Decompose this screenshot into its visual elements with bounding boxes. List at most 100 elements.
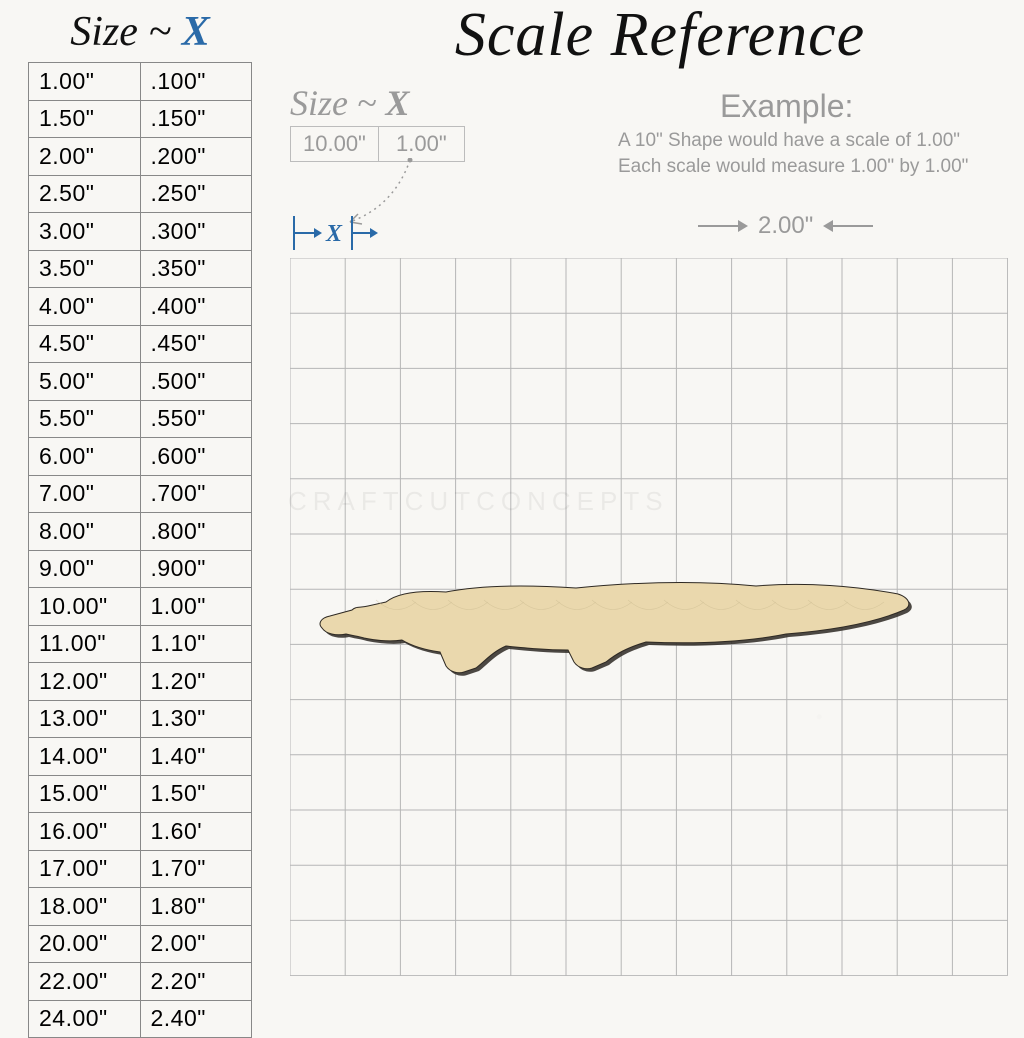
table-cell: 22.00" [29,963,141,1001]
table-cell: 13.00" [29,700,141,738]
table-cell: 1.40" [140,738,252,776]
scale-grid [290,258,1008,976]
table-cell: 5.00" [29,363,141,401]
table-cell: 18.00" [29,888,141,926]
table-cell: 2.20" [140,963,252,1001]
table-cell: 9.00" [29,550,141,588]
table-cell: 2.40" [140,1000,252,1038]
table-row: 2.50".250" [29,175,252,213]
side-header-prefix: Size ~ [70,9,181,55]
table-cell: 14.00" [29,738,141,776]
example-mini-cell: 10.00" [291,127,379,162]
example-text-line: Each scale would measure 1.00" by 1.00" [618,156,968,177]
table-cell: 1.80" [140,888,252,926]
table-cell: 24.00" [29,1000,141,1038]
table-cell: 1.70" [140,850,252,888]
table-row: 20.00"2.00" [29,925,252,963]
table-row: 6.00".600" [29,438,252,476]
table-cell: 5.50" [29,400,141,438]
table-cell: 2.50" [29,175,141,213]
table-row: 5.00".500" [29,363,252,401]
table-cell: 15.00" [29,775,141,813]
table-cell: 1.50" [29,100,141,138]
side-table-header: Size ~ X [28,8,252,56]
example-size-prefix: Size ~ [290,83,385,123]
example-text-line: A 10" Shape would have a scale of 1.00" [618,130,960,151]
table-cell: 16.00" [29,813,141,851]
table-cell: 12.00" [29,663,141,701]
x-dimension-indicator: X [290,212,400,254]
table-cell: .600" [140,438,252,476]
page-root: Size ~ X 1.00".100"1.50".150"2.00".200"2… [0,0,1024,1024]
example-text: A 10" Shape would have a scale of 1.00" … [618,128,968,180]
table-cell: .800" [140,513,252,551]
table-row: 10.00"1.00" [29,588,252,626]
table-cell: 3.50" [29,250,141,288]
x-indicator-label: X [325,221,343,247]
table-cell: .700" [140,475,252,513]
table-row: 22.00"2.20" [29,963,252,1001]
table-cell: .900" [140,550,252,588]
table-row: 7.00".700" [29,475,252,513]
table-row: 15.00"1.50" [29,775,252,813]
example-size-x: X [385,83,409,123]
table-cell: .150" [140,100,252,138]
example-mini-table: 10.00" 1.00" [290,126,465,162]
table-cell: 20.00" [29,925,141,963]
table-cell: 7.00" [29,475,141,513]
table-row: 24.00"2.40" [29,1000,252,1038]
table-cell: 1.60' [140,813,252,851]
example-block: Size ~ X 10.00" 1.00" Example: A 10" Sha… [290,82,1010,162]
table-row: 5.50".550" [29,400,252,438]
table-cell: .300" [140,213,252,251]
table-row: 14.00"1.40" [29,738,252,776]
table-cell: 1.00" [140,588,252,626]
table-cell: 1.10" [140,625,252,663]
example-mini-cell: 1.00" [378,127,464,162]
table-cell: 1.50" [140,775,252,813]
table-row: 11.00"1.10" [29,625,252,663]
table-cell: .200" [140,138,252,176]
scale-indicator-label: 2.00" [758,212,813,240]
table-cell: .250" [140,175,252,213]
table-cell: 4.00" [29,288,141,326]
size-table: 1.00".100"1.50".150"2.00".200"2.50".250"… [28,62,252,1038]
table-row: 2.00".200" [29,138,252,176]
table-cell: 2.00" [29,138,141,176]
table-cell: 10.00" [29,588,141,626]
table-row: 1.00".100" [29,63,252,101]
table-row: 16.00"1.60' [29,813,252,851]
table-cell: 1.30" [140,700,252,738]
table-row: 3.50".350" [29,250,252,288]
table-cell: .350" [140,250,252,288]
table-cell: 1.20" [140,663,252,701]
table-row: 18.00"1.80" [29,888,252,926]
main-title: Scale Reference [310,0,1010,71]
arrow-left-icon [823,214,873,238]
example-title: Example: [720,88,853,125]
watermark-text: CRAFTCUTCONCEPTS [288,486,669,517]
table-cell: 4.50" [29,325,141,363]
table-row: 4.00".400" [29,288,252,326]
table-row: 4.50".450" [29,325,252,363]
table-cell: 1.00" [29,63,141,101]
arrow-right-icon [698,214,748,238]
table-row: 3.00".300" [29,213,252,251]
table-cell: 3.00" [29,213,141,251]
table-row: 12.00"1.20" [29,663,252,701]
table-cell: .400" [140,288,252,326]
table-cell: 8.00" [29,513,141,551]
table-cell: .450" [140,325,252,363]
table-cell: 17.00" [29,850,141,888]
table-row: 9.00".900" [29,550,252,588]
table-cell: .100" [140,63,252,101]
table-row: 17.00"1.70" [29,850,252,888]
table-row: 13.00"1.30" [29,700,252,738]
table-cell: 6.00" [29,438,141,476]
table-row: 8.00".800" [29,513,252,551]
side-header-x: X [182,9,210,55]
table-cell: .550" [140,400,252,438]
table-cell: 2.00" [140,925,252,963]
table-cell: 11.00" [29,625,141,663]
table-cell: .500" [140,363,252,401]
